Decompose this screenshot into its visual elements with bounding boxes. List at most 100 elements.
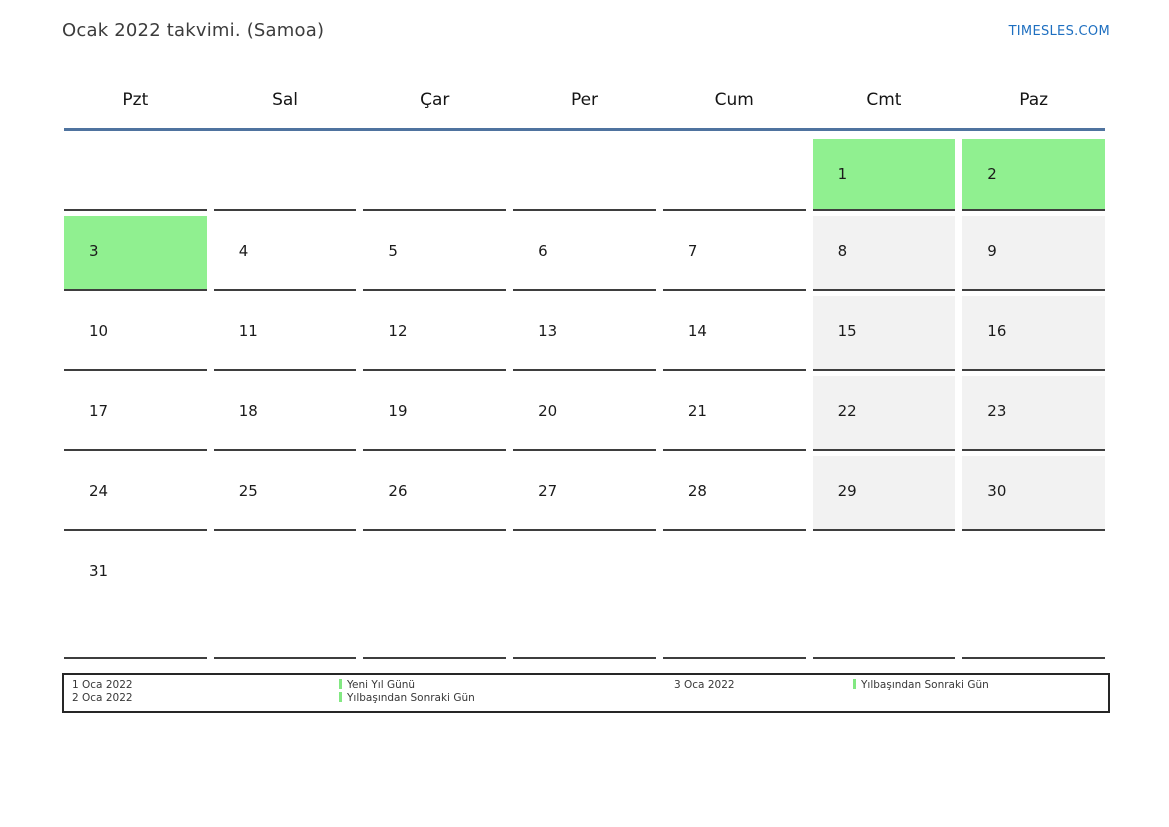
empty-cell <box>363 536 507 659</box>
calendar-grid: 1 2 3 4 5 6 7 8 9 10 11 12 13 14 15 16 17 18 19 20 21 22 23 24 2… <box>64 139 1105 659</box>
day-cell: 21 <box>662 376 806 451</box>
weekday-label: Cum <box>714 90 754 110</box>
day-cell: 25 <box>213 456 357 531</box>
day-cell: 5 <box>363 216 507 291</box>
day-number: 28 <box>687 482 707 500</box>
legend-dates-group: 3 Oca 2022 <box>674 679 735 692</box>
day-cell: 7 <box>662 216 806 291</box>
legend-holiday-name: Yılbaşından Sonraki Gün <box>861 679 989 691</box>
day-number: 22 <box>837 402 857 420</box>
holiday-marker-icon <box>339 692 342 702</box>
day-number: 6 <box>538 242 548 260</box>
day-cell: 18 <box>213 376 357 451</box>
day-cell: 29 <box>812 456 956 531</box>
day-number: 25 <box>238 482 258 500</box>
empty-cell <box>662 536 806 659</box>
day-cell: 22 <box>812 376 956 451</box>
day-number: 21 <box>687 402 707 420</box>
day-cell: 14 <box>662 296 806 371</box>
empty-cell <box>363 139 507 211</box>
legend-names-group: Yılbaşından Sonraki Gün <box>853 679 989 692</box>
holiday-marker-icon <box>853 679 856 689</box>
day-number: 13 <box>538 322 558 340</box>
holiday-legend: 1 Oca 2022 2 Oca 2022 Yeni Yıl Günü Yılb… <box>62 673 1110 713</box>
day-number: 8 <box>837 242 848 260</box>
weekday-label: Sal <box>272 90 299 110</box>
day-cell: 24 <box>64 456 207 531</box>
weekday-label: Cmt <box>866 90 902 110</box>
day-number: 15 <box>837 322 857 340</box>
day-number: 16 <box>987 322 1007 340</box>
day-cell: 17 <box>64 376 207 451</box>
day-number: 11 <box>238 322 258 340</box>
day-cell: 4 <box>213 216 357 291</box>
day-cell: 10 <box>64 296 207 371</box>
day-cell: 19 <box>363 376 507 451</box>
day-number: 19 <box>388 402 408 420</box>
day-number: 9 <box>987 242 997 260</box>
empty-cell <box>213 536 357 659</box>
legend-entry: Yılbaşından Sonraki Gün <box>853 679 989 692</box>
day-number: 29 <box>837 482 857 500</box>
legend-date: 3 Oca 2022 <box>674 679 735 691</box>
legend-date: 1 Oca 2022 <box>72 679 133 691</box>
day-number: 23 <box>987 402 1007 420</box>
day-number: 4 <box>238 242 249 260</box>
day-cell: 1 <box>812 139 956 211</box>
day-cell: 6 <box>513 216 656 291</box>
weekday-label: Paz <box>1019 90 1049 110</box>
day-cell: 31 <box>64 536 207 659</box>
day-number: 20 <box>538 402 558 420</box>
legend-dates-group: 1 Oca 2022 2 Oca 2022 <box>72 679 133 705</box>
day-cell: 12 <box>363 296 507 371</box>
day-cell: 9 <box>962 216 1105 291</box>
day-number: 27 <box>538 482 558 500</box>
weekday-header-row: Pzt Sal Çar Per Cum Cmt Paz <box>64 85 1105 131</box>
day-number: 10 <box>89 322 109 340</box>
weekday-label: Pzt <box>122 90 149 110</box>
day-number: 18 <box>238 402 258 420</box>
empty-cell <box>962 536 1105 659</box>
empty-cell <box>513 536 656 659</box>
legend-names-group: Yeni Yıl Günü Yılbaşından Sonraki Gün <box>339 679 475 705</box>
day-number: 12 <box>388 322 408 340</box>
legend-date: 2 Oca 2022 <box>72 692 133 704</box>
day-number: 3 <box>89 242 99 260</box>
empty-cell <box>64 139 207 211</box>
weekday-label: Per <box>570 90 599 110</box>
day-number: 2 <box>987 165 997 183</box>
day-number: 7 <box>687 242 698 260</box>
day-number: 17 <box>89 402 109 420</box>
weekday-label: Çar <box>420 90 450 110</box>
day-cell: 8 <box>812 216 956 291</box>
day-number: 14 <box>687 322 707 340</box>
day-number: 5 <box>388 242 398 260</box>
day-cell: 23 <box>962 376 1105 451</box>
legend-holiday-name: Yeni Yıl Günü <box>347 679 416 691</box>
day-cell: 3 <box>64 216 207 291</box>
day-number: 26 <box>388 482 408 500</box>
day-number: 1 <box>837 165 848 183</box>
empty-cell <box>213 139 357 211</box>
day-cell: 28 <box>662 456 806 531</box>
day-number: 24 <box>89 482 109 500</box>
day-cell: 11 <box>213 296 357 371</box>
empty-cell <box>513 139 656 211</box>
holiday-marker-icon <box>339 679 342 689</box>
day-cell: 30 <box>962 456 1105 531</box>
day-cell: 27 <box>513 456 656 531</box>
empty-cell <box>812 536 956 659</box>
legend-entry: Yeni Yıl Günü <box>339 679 475 692</box>
day-cell: 13 <box>513 296 656 371</box>
day-cell: 2 <box>962 139 1105 211</box>
legend-entry: Yılbaşından Sonraki Gün <box>339 692 475 705</box>
day-cell: 20 <box>513 376 656 451</box>
day-number: 31 <box>89 562 109 580</box>
page-title: Ocak 2022 takvimi. (Samoa) <box>62 20 325 41</box>
day-number: 30 <box>987 482 1007 500</box>
day-cell: 15 <box>812 296 956 371</box>
empty-cell <box>662 139 806 211</box>
brand-link[interactable]: TIMESLES.COM <box>1008 24 1110 39</box>
day-cell: 26 <box>363 456 507 531</box>
